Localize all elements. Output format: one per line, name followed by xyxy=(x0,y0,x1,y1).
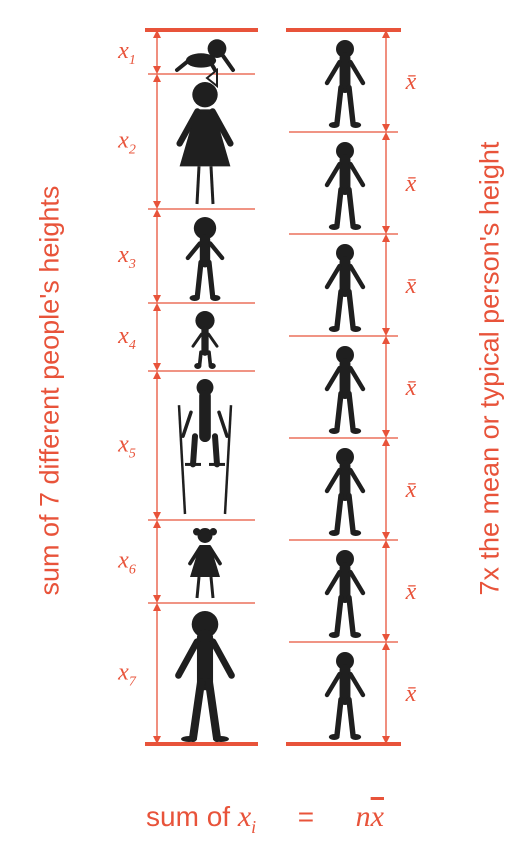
height-label-x2: x2 xyxy=(117,128,136,158)
right-mean-arrow xyxy=(382,234,390,336)
mean-label: x̄ xyxy=(405,69,417,95)
average-person-icon xyxy=(324,652,366,740)
average-person-icon xyxy=(324,244,366,332)
height-label-x3: x3 xyxy=(117,242,136,272)
right-mean-arrow xyxy=(382,336,390,438)
height-label-x4: x4 xyxy=(117,323,136,353)
girl-with-bow-icon xyxy=(176,67,234,205)
left-height-arrow xyxy=(153,603,161,744)
mean-label: x̄ xyxy=(405,579,417,605)
left-axis-label: sum of 7 different people's heights xyxy=(34,185,65,596)
person-on-stilts-icon xyxy=(177,379,233,515)
right-mean-arrow xyxy=(382,30,390,132)
height-label-x5: x5 xyxy=(117,432,136,462)
formula-left-text: sum of xyxy=(146,801,238,832)
mean-label: x̄ xyxy=(405,171,417,197)
left-height-arrow xyxy=(153,303,161,371)
average-person-icon xyxy=(324,346,366,434)
right-mean-arrow xyxy=(382,132,390,234)
left-height-arrow xyxy=(153,209,161,303)
height-label-x6: x6 xyxy=(117,548,136,578)
right-axis-label: 7x the mean or typical person's height xyxy=(474,141,505,596)
average-person-icon xyxy=(324,40,366,128)
height-label-x7: x7 xyxy=(117,660,137,690)
baby-crawling-icon xyxy=(175,39,235,72)
girl-with-pigtails-icon xyxy=(188,528,222,599)
height-label-x1: x1 xyxy=(117,38,136,68)
left-height-arrow xyxy=(153,520,161,603)
left-height-arrow xyxy=(153,30,161,74)
formula-right: nx xyxy=(355,800,384,833)
toddler-icon xyxy=(191,311,219,369)
mean-label: x̄ xyxy=(405,375,417,401)
mean-label: x̄ xyxy=(405,477,417,503)
average-person-icon xyxy=(324,142,366,230)
mean-label: x̄ xyxy=(405,681,417,707)
left-height-arrow xyxy=(153,74,161,209)
average-person-icon xyxy=(324,550,366,638)
formula-equals: = xyxy=(297,801,315,832)
tall-person-icon xyxy=(175,611,235,743)
average-person-icon xyxy=(324,448,366,536)
formula-left-var: xi xyxy=(237,800,257,837)
child-icon xyxy=(185,217,225,301)
right-mean-arrow xyxy=(382,642,390,744)
formula: sum of xi = nx xyxy=(0,800,530,838)
left-height-arrow xyxy=(153,371,161,520)
mean-label: x̄ xyxy=(405,273,417,299)
right-mean-arrow xyxy=(382,540,390,642)
right-mean-arrow xyxy=(382,438,390,540)
